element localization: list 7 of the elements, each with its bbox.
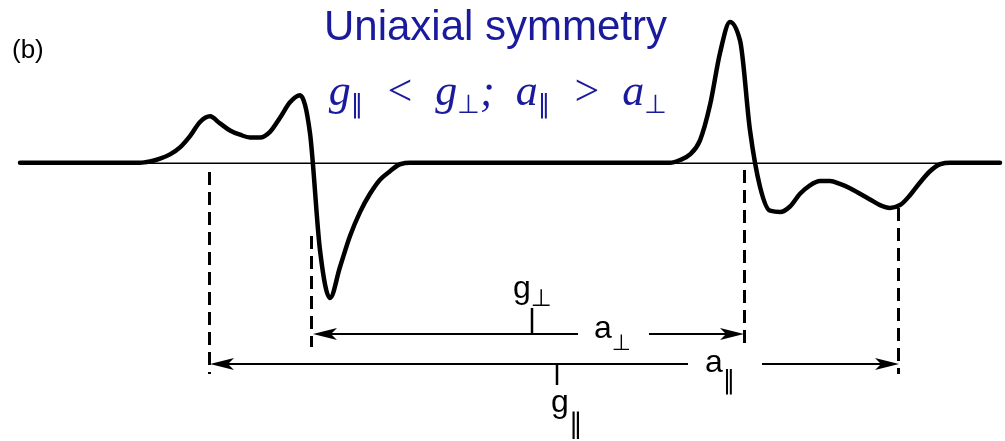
annotation: g$_{⊥}$	[513, 269, 552, 311]
chart-title: Uniaxial symmetry	[323, 2, 667, 49]
annotation: (b)	[12, 34, 44, 64]
text: a$_{∥}$	[705, 343, 736, 395]
text: g$_{∥}$ < g$_{⊥}$; a$_{∥}$ > a$_{⊥}$	[328, 66, 667, 119]
text: a$_{⊥}$	[594, 309, 631, 355]
text: g$_{∥}$	[551, 383, 583, 439]
